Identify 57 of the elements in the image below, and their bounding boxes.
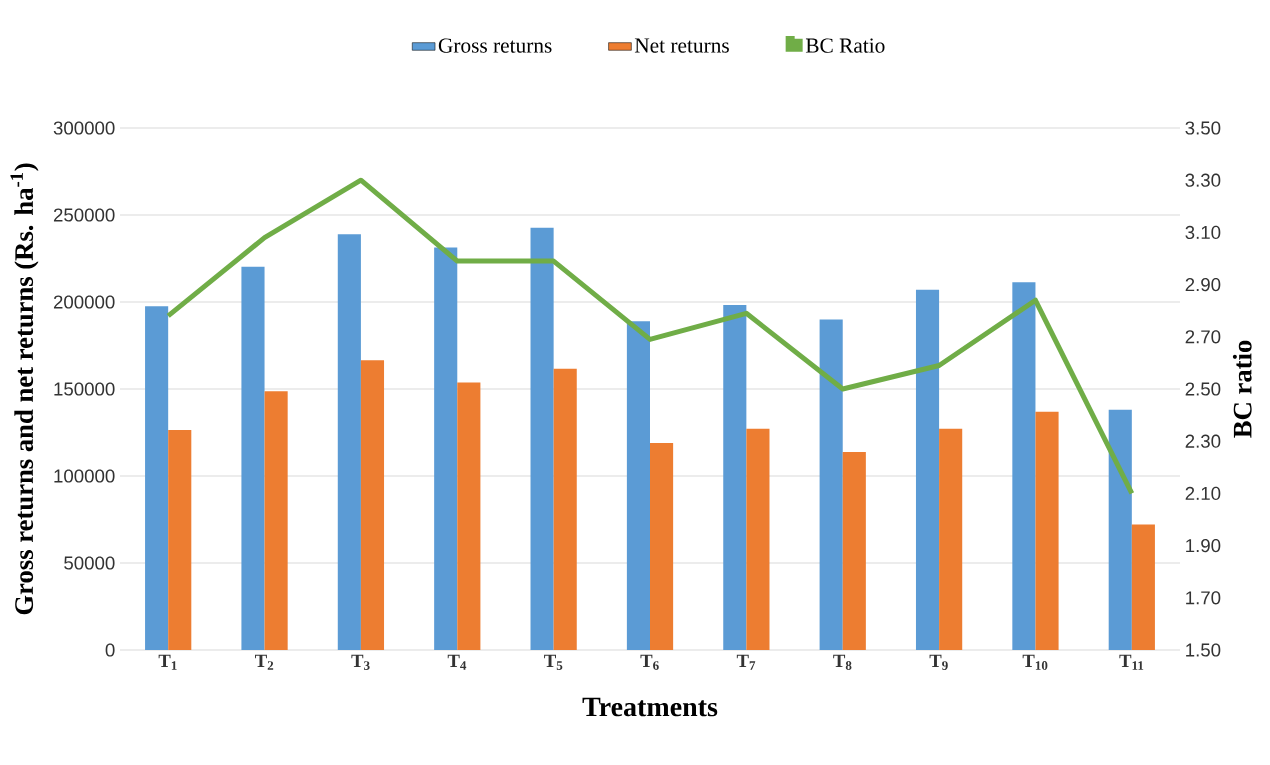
x-tick-label: T$_{4}$ (447, 654, 467, 670)
legend-label: BC Ratio (805, 38, 885, 53)
bar (145, 306, 169, 650)
bar (530, 227, 554, 650)
bar (819, 319, 843, 650)
x-tick-label: T$_{8}$ (833, 654, 852, 670)
y2-tick-label: 1.70 (1186, 591, 1221, 605)
x-tick-label: T$_{1}$ (158, 654, 177, 670)
bar (1012, 282, 1036, 650)
bar (1035, 411, 1059, 650)
x-tick-label: T$_{5}$ (544, 654, 563, 670)
bar (939, 428, 963, 650)
x-tick-label: T$_{11}$ (1119, 654, 1144, 670)
bar (168, 429, 192, 650)
bar (650, 442, 674, 650)
x-tick-label: T$_{9}$ (929, 654, 948, 670)
y2-tick-label: 3.10 (1185, 225, 1221, 240)
y2-tick-label: 1.50 (1186, 643, 1221, 657)
y2-tick-label: 2.50 (1185, 382, 1221, 396)
y-tick-label: 200000 (53, 295, 115, 309)
y-tick-label: 50000 (64, 556, 115, 570)
bar (723, 304, 747, 650)
x-tick-label: T$_{10}$ (1022, 654, 1048, 670)
x-tick-label: T$_{3}$ (351, 654, 370, 670)
y-axis-title: Gross returns and net returns (Rs. ha$^{-1}$) (10, 163, 39, 615)
x-tick-label: T$_{2}$ (255, 654, 274, 670)
bar (241, 266, 265, 650)
y2-tick-label: 3.30 (1185, 173, 1221, 187)
bar (746, 428, 770, 650)
bar (264, 391, 288, 650)
y2-tick-label: 2.90 (1185, 277, 1221, 292)
bar (360, 360, 385, 650)
y-tick-label: 0 (105, 643, 115, 657)
x-tick-label: T$_{6}$ (640, 654, 659, 670)
bar (434, 247, 458, 650)
bar (1108, 409, 1132, 650)
x-tick-label: T$_{7}$ (736, 654, 756, 670)
legend-label: Net returns (634, 38, 729, 53)
y2-tick-label: 2.10 (1185, 486, 1221, 501)
y2-tick-label: 2.30 (1185, 434, 1221, 448)
bar (553, 368, 577, 650)
bar (337, 234, 361, 650)
y2-tick-label: 3.50 (1185, 121, 1221, 135)
bar (457, 382, 481, 650)
bar (915, 289, 940, 650)
y2-axis-title: BC ratio (1232, 340, 1252, 438)
bar (842, 451, 866, 650)
bar (626, 321, 650, 650)
y-tick-label: 100000 (54, 469, 115, 483)
y-tick-label: 250000 (53, 208, 115, 222)
y-tick-label: 150000 (54, 382, 115, 396)
x-axis-title: Treatments (582, 697, 718, 717)
bar (1131, 524, 1155, 650)
y-tick-label: 300000 (53, 121, 115, 135)
legend-label: Gross returns (438, 38, 552, 53)
y2-tick-label: 1.90 (1186, 538, 1221, 553)
y2-tick-label: 2.70 (1185, 330, 1221, 344)
